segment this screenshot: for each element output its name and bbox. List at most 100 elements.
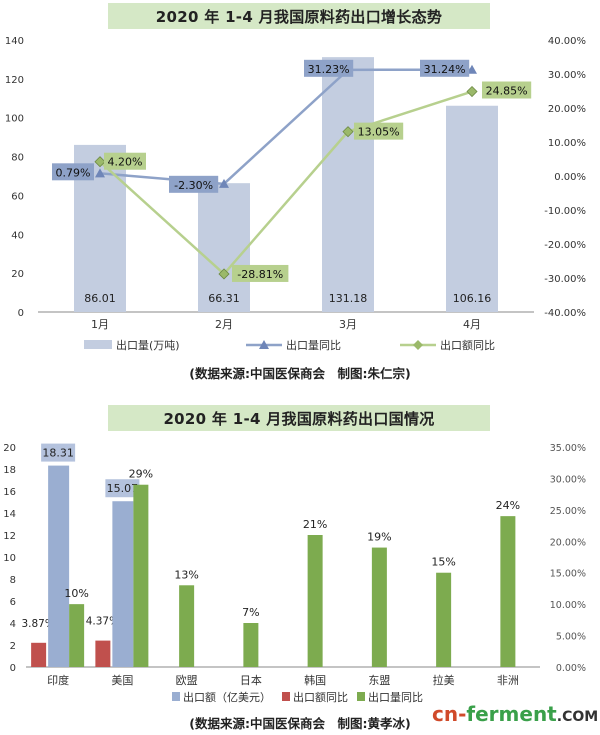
data-label-box: [304, 59, 354, 77]
y2-tick-label: 0.00%: [556, 663, 586, 674]
data-label: 24.85%: [486, 85, 528, 98]
bar-label: 4.37%: [86, 616, 119, 628]
bar: [500, 516, 516, 667]
watermark-logo: cn-ferment.COM: [432, 702, 598, 726]
x-tick-label: 4月: [463, 318, 481, 331]
x-tick-label: 东盟: [368, 674, 390, 687]
y-tick-label: 4: [10, 619, 16, 630]
y-tick-label: 140: [5, 36, 24, 47]
y-tick-label: 14: [3, 509, 16, 520]
y2-tick-label: 0.00%: [554, 172, 586, 183]
y-tick-label: 18: [3, 465, 16, 476]
legend-swatch: [172, 692, 180, 701]
data-label-box: [105, 479, 140, 498]
bar: [307, 535, 323, 667]
line-marker: [94, 156, 106, 168]
watermark-part2: ferment: [466, 702, 557, 726]
x-tick-label: 拉美: [433, 673, 455, 687]
legend-label: 出口量(万吨): [116, 338, 180, 352]
bar-label: 24%: [496, 499, 520, 512]
y-tick-label: 20: [3, 443, 16, 454]
data-label: 4.20%: [108, 156, 143, 169]
watermark-part1: cn-: [432, 702, 467, 726]
chart2-source: (数据来源:中国医保商会 制图:黄孝冰): [189, 716, 411, 731]
data-label: 13.05%: [358, 126, 400, 139]
y2-tick-label: 40.00%: [548, 36, 586, 47]
bar: [371, 547, 387, 667]
y2-tick-label: 30.00%: [548, 70, 586, 81]
bar-label: 13%: [174, 568, 198, 581]
series-line: [99, 68, 473, 186]
watermark-part3: .COM: [556, 709, 599, 725]
bar-label: 29%: [129, 468, 153, 481]
x-tick-label: 日本: [240, 673, 262, 687]
y2-tick-label: 5.00%: [556, 632, 586, 643]
bar: [322, 57, 374, 312]
bar-label: 15.07: [107, 482, 139, 495]
y-tick-label: 12: [3, 531, 16, 542]
x-tick-label: 韩国: [304, 673, 326, 687]
bar-label: 3.87%: [21, 618, 54, 630]
chart1-svg: 0 20 40 60 80 100 120 140 40.00% 30.00% 20.00% 10.0…: [5, 36, 586, 352]
y2-tick-label: 10.00%: [550, 600, 586, 611]
legend-swatch: [282, 692, 290, 701]
chart1-source: (数据来源:中国医保商会 制图:朱仁宗): [189, 366, 411, 381]
bar-label: 18.31: [42, 447, 74, 460]
line-marker: [219, 178, 229, 188]
data-label-box: [41, 443, 76, 462]
x-tick-label: 欧盟: [176, 674, 198, 687]
legend-label: 出口额同比: [293, 690, 348, 704]
x-tick-label: 非洲: [497, 674, 519, 687]
y-tick-label: 40: [11, 230, 24, 241]
bar-label: 21%: [303, 518, 327, 531]
bar: [243, 623, 259, 667]
y2-tick-label: -10.00%: [544, 206, 586, 217]
legend-swatch: [357, 692, 365, 701]
x-tick-label: 3月: [339, 318, 357, 331]
bar: [112, 501, 134, 667]
y2-tick-label: 20.00%: [548, 104, 586, 115]
data-label: 31.23%: [308, 63, 350, 76]
data-label-box: [354, 122, 404, 140]
bar: [31, 642, 47, 667]
x-tick-label: 美国: [111, 674, 133, 687]
bar-label: 131.18: [329, 292, 368, 305]
bar-label: 10%: [64, 587, 88, 600]
data-label-box: [232, 264, 289, 282]
chart2-title: 2020 年 1-4 月我国原料药出口国情况: [108, 405, 490, 431]
bar-label: 106.16: [453, 292, 492, 305]
bar-label: 7%: [242, 606, 259, 619]
y-tick-label: 120: [5, 75, 24, 86]
bar: [179, 585, 195, 667]
y-tick-label: 0: [10, 663, 16, 674]
legend-marker: [413, 340, 423, 350]
data-label-box: [104, 152, 146, 170]
bar: [48, 465, 70, 667]
data-label: 0.79%: [56, 166, 91, 179]
x-tick-label: 印度: [47, 673, 69, 687]
series-line: [99, 90, 473, 276]
y-tick-label: 16: [3, 487, 16, 498]
y2-tick-label: 10.00%: [548, 138, 586, 149]
y-tick-label: 100: [5, 114, 24, 125]
legend-label: 出口量同比: [286, 338, 341, 352]
y2-tick-label: 20.00%: [550, 537, 586, 548]
y2-tick-label: -20.00%: [544, 240, 586, 251]
data-label: -28.81%: [237, 268, 283, 281]
bar-label: 15%: [431, 556, 455, 569]
y2-tick-label: 30.00%: [550, 474, 586, 485]
line-marker: [218, 268, 230, 280]
y2-tick-label: 35.00%: [550, 443, 586, 454]
bar-label: 19%: [367, 531, 391, 544]
x-tick-label: 1月: [91, 318, 109, 331]
data-label-box: [169, 175, 219, 193]
y-tick-label: 60: [11, 191, 24, 202]
y-tick-label: 10: [3, 553, 16, 564]
data-label: 31.24%: [424, 63, 466, 76]
bar: [436, 572, 452, 667]
bar: [133, 484, 149, 667]
y-tick-label: 8: [10, 575, 16, 586]
y2-tick-label: -40.00%: [544, 308, 586, 319]
y-tick-label: 6: [10, 597, 16, 608]
